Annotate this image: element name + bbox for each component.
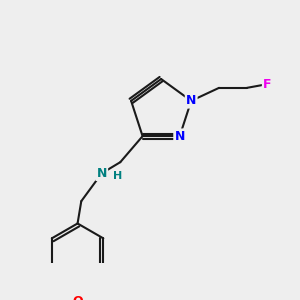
Text: N: N xyxy=(186,94,196,107)
Text: N: N xyxy=(175,130,185,143)
Text: F: F xyxy=(263,78,272,91)
Text: O: O xyxy=(72,295,83,300)
Text: H: H xyxy=(113,171,122,181)
Text: N: N xyxy=(97,167,107,180)
